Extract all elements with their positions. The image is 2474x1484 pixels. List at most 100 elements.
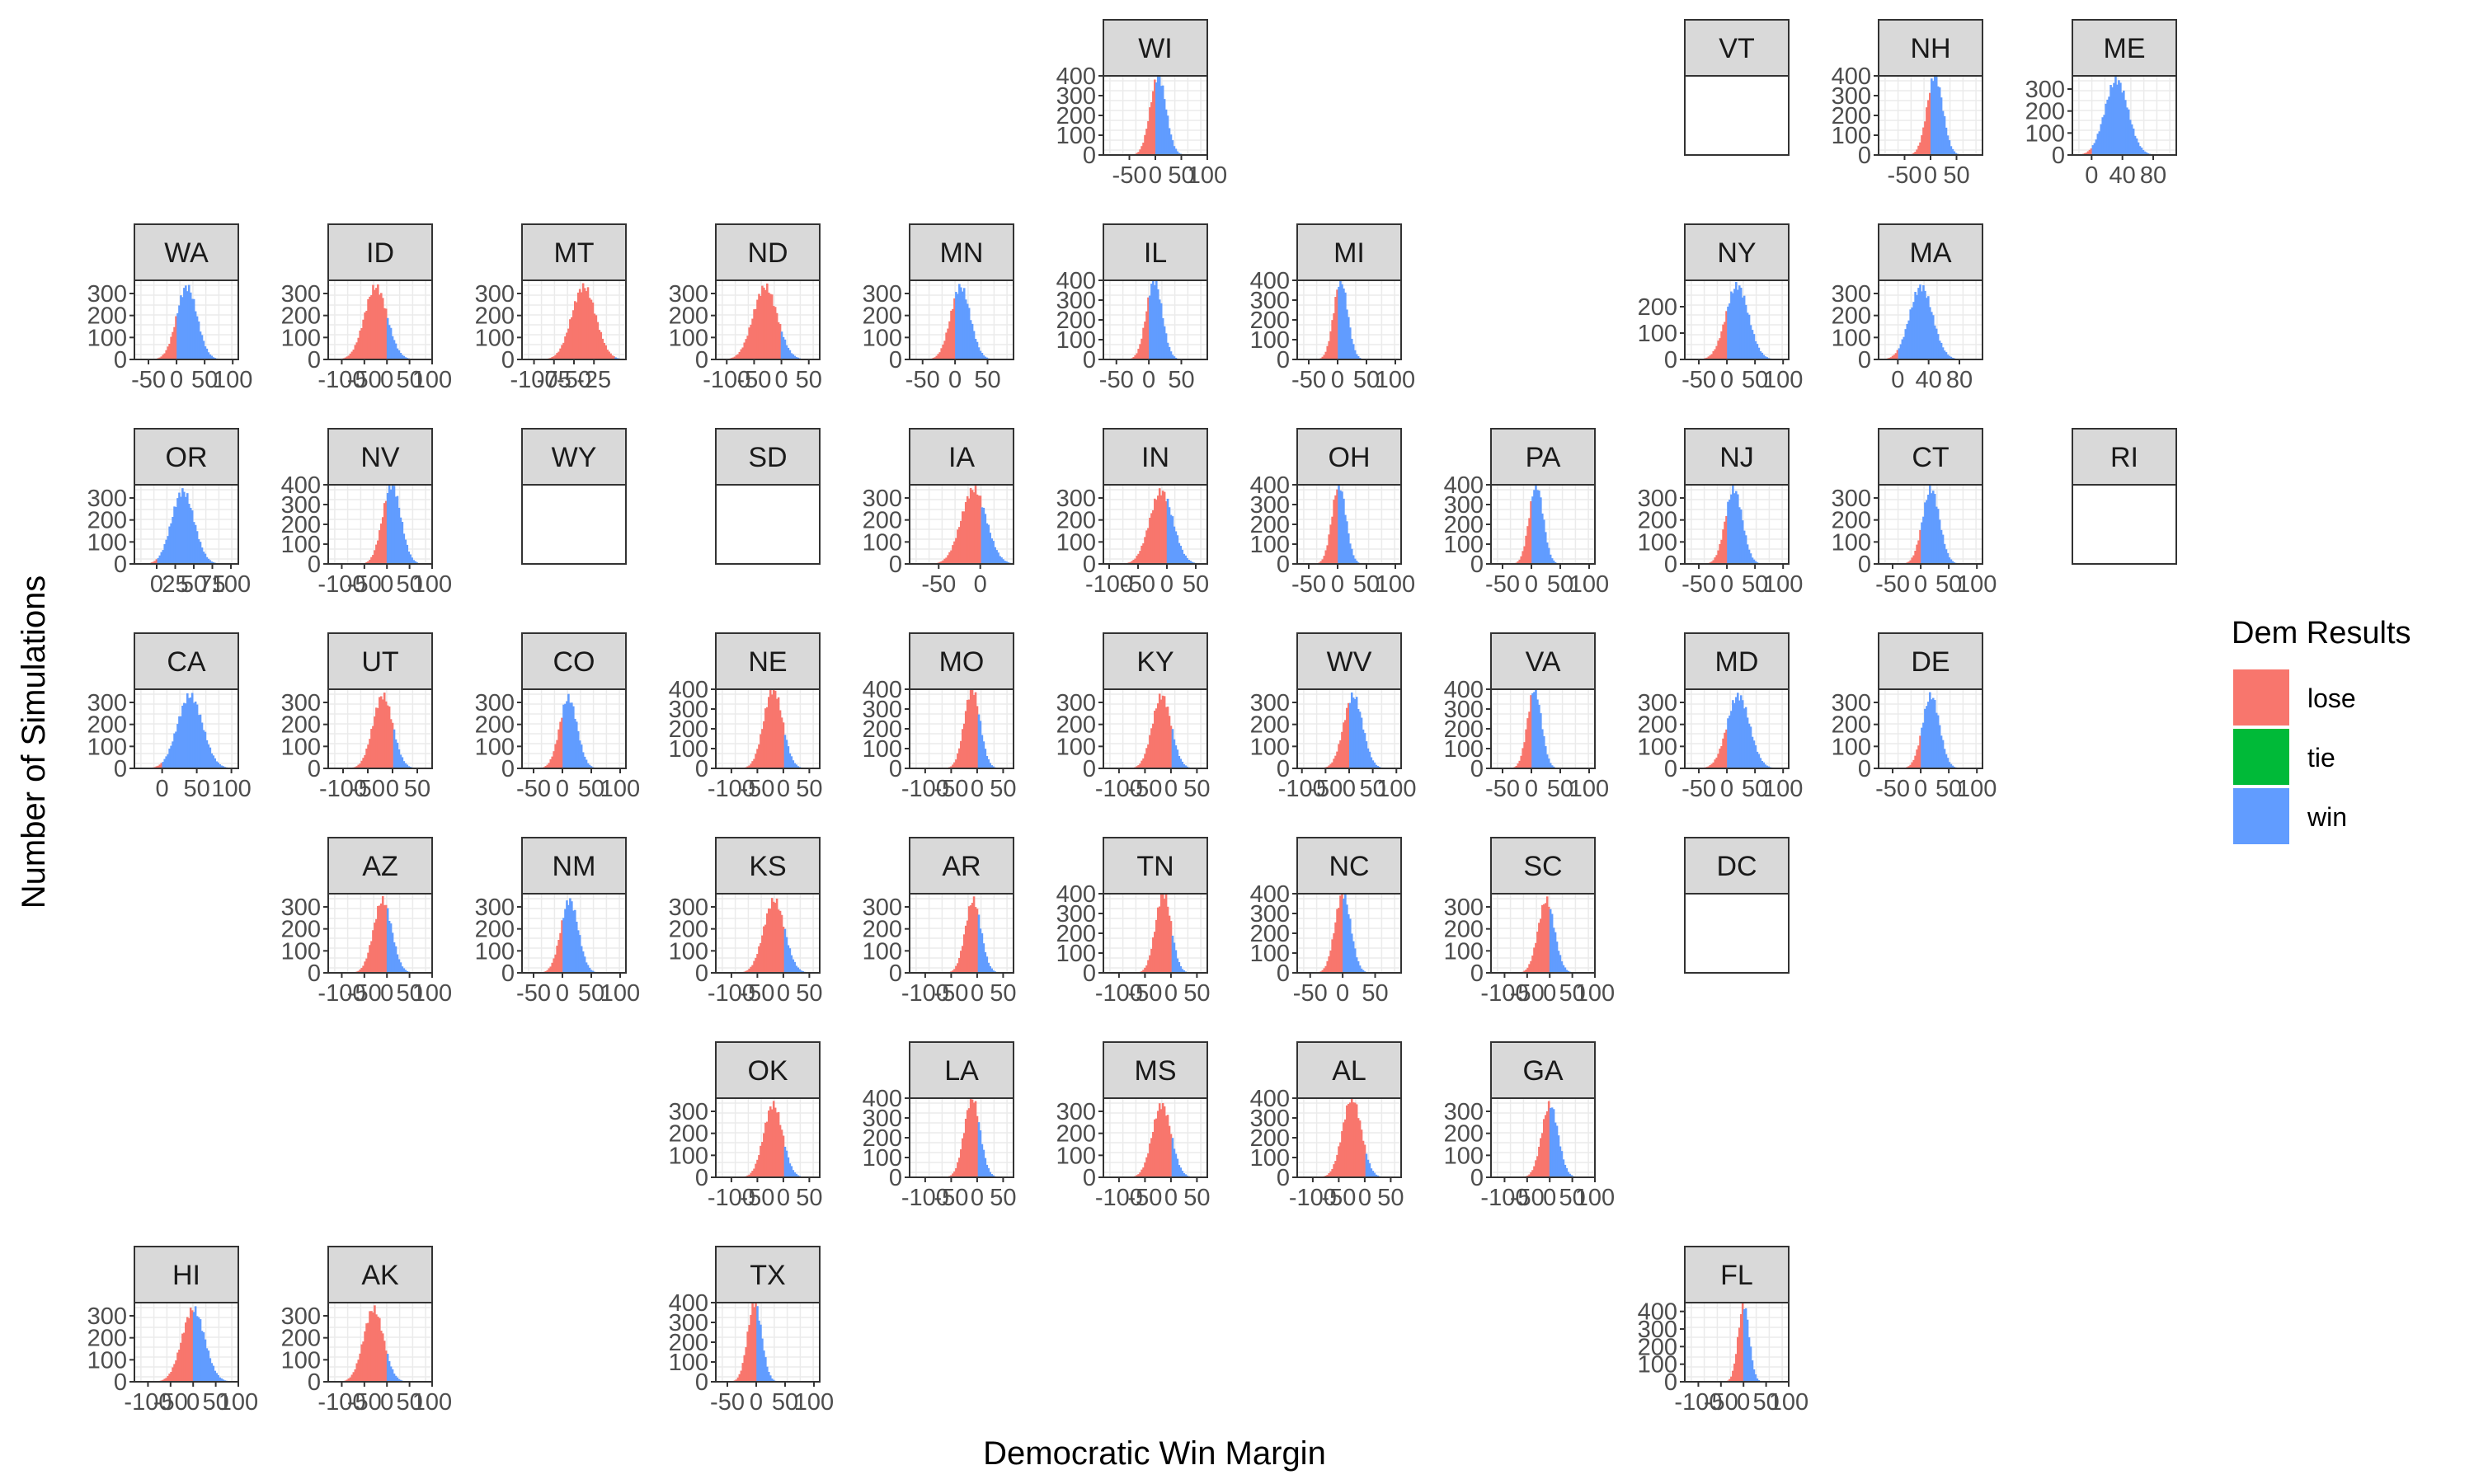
- strip-ms: [1103, 1041, 1208, 1099]
- bar-tn: [1150, 948, 1153, 973]
- bar-ca: [163, 758, 167, 768]
- bar-nh: [1924, 121, 1926, 155]
- bar-ia: [948, 552, 951, 564]
- bar-nc: [1324, 965, 1328, 973]
- bar-de: [1914, 755, 1917, 768]
- y-tick-label-md: 0: [1664, 756, 1677, 782]
- y-tick-label-wv: 100: [1250, 734, 1290, 760]
- bar-co: [590, 766, 593, 768]
- bar-id: [357, 337, 360, 359]
- bar-pa: [1522, 551, 1524, 564]
- bar-ak: [377, 1316, 379, 1382]
- bar-ak: [384, 1350, 388, 1382]
- bars-nj: [1705, 485, 1762, 564]
- bar-ms: [1155, 1118, 1158, 1177]
- bar-ny: [1719, 338, 1721, 359]
- bar-ky: [1141, 760, 1143, 768]
- bar-me: [2111, 87, 2114, 155]
- bar-nm: [585, 962, 588, 973]
- bar-nd: [790, 353, 793, 359]
- strip-label-mn: MN: [940, 237, 984, 269]
- bar-mn: [964, 299, 967, 359]
- bar-in: [1137, 553, 1140, 564]
- y-tick-label-pa: 300: [1444, 492, 1484, 519]
- bar-pa: [1517, 561, 1520, 564]
- bar-me: [2142, 149, 2145, 155]
- bar-mt: [591, 302, 595, 359]
- bar-ia: [967, 498, 971, 564]
- strip-mt: [521, 223, 627, 281]
- bar-id: [355, 342, 359, 359]
- bar-fl: [1733, 1363, 1736, 1382]
- bar-mo: [962, 723, 966, 768]
- bar-nd: [753, 309, 755, 359]
- bar-ne: [748, 765, 750, 768]
- bar-in: [1159, 495, 1163, 564]
- x-tick-label-de: 0: [1914, 776, 1927, 802]
- bar-ok: [756, 1159, 759, 1177]
- y-tick-label-wv: 0: [1277, 756, 1290, 782]
- bar-nm: [588, 967, 591, 973]
- x-tick-label-la: 50: [990, 1185, 1016, 1211]
- bar-wi: [1178, 153, 1181, 155]
- bar-nj: [1733, 493, 1736, 564]
- strip-nc: [1296, 837, 1402, 895]
- bar-mn: [974, 339, 977, 359]
- bar-ma: [1921, 291, 1923, 359]
- x-tick-label-de: -50: [1875, 776, 1910, 802]
- bar-ga: [1547, 1101, 1550, 1177]
- x-tick-label-az: -100: [317, 980, 365, 1007]
- bar-ny: [1717, 340, 1719, 359]
- bar-ny: [1732, 293, 1734, 359]
- bar-or: [155, 559, 158, 564]
- bar-tx: [763, 1350, 765, 1382]
- bar-az: [391, 932, 394, 973]
- bar-wv: [1348, 702, 1350, 768]
- bar-va: [1518, 760, 1522, 768]
- bar-ak: [359, 1353, 361, 1382]
- bars-mo: [947, 689, 998, 768]
- bar-ca: [222, 766, 224, 768]
- bar-co: [564, 703, 567, 768]
- bar-az: [402, 968, 406, 973]
- bar-mo: [985, 756, 989, 768]
- bar-ca: [205, 740, 209, 768]
- bars-ny: [1702, 282, 1773, 359]
- bar-wa: [178, 305, 181, 359]
- bar-tx: [764, 1357, 767, 1382]
- x-tick-label-ms: 50: [1183, 1185, 1210, 1211]
- bar-il: [1147, 297, 1150, 359]
- bar-hi: [168, 1374, 171, 1382]
- x-tick-label-sc: 0: [1543, 980, 1556, 1007]
- bar-ga: [1533, 1166, 1536, 1177]
- bar-wa: [192, 298, 195, 359]
- bar-ms: [1150, 1138, 1153, 1177]
- bar-wv: [1368, 751, 1371, 768]
- strip-label-wy: WY: [552, 442, 597, 473]
- bar-sc: [1526, 967, 1529, 973]
- bar-de: [1931, 697, 1935, 768]
- bar-ar: [957, 963, 959, 973]
- bar-hi: [162, 1379, 165, 1382]
- bar-ut: [367, 744, 369, 768]
- x-tick-label-ok: 50: [796, 1185, 822, 1211]
- y-tick-label-md: 300: [1638, 690, 1677, 716]
- empty-plot-vt: [1684, 75, 1790, 156]
- bar-ct: [1935, 506, 1938, 564]
- bar-wi: [1142, 143, 1145, 155]
- y-tick-label-ne: 0: [695, 756, 708, 782]
- x-tick-label-nm: -50: [516, 980, 551, 1007]
- bar-az: [397, 959, 401, 973]
- bar-ne: [778, 710, 782, 768]
- x-axis-mt: -100-75-50-25: [510, 359, 611, 393]
- bar-ga: [1535, 1160, 1537, 1177]
- y-tick-label-co: 300: [475, 690, 515, 716]
- bar-oh: [1355, 561, 1358, 564]
- strip-ne: [715, 632, 821, 690]
